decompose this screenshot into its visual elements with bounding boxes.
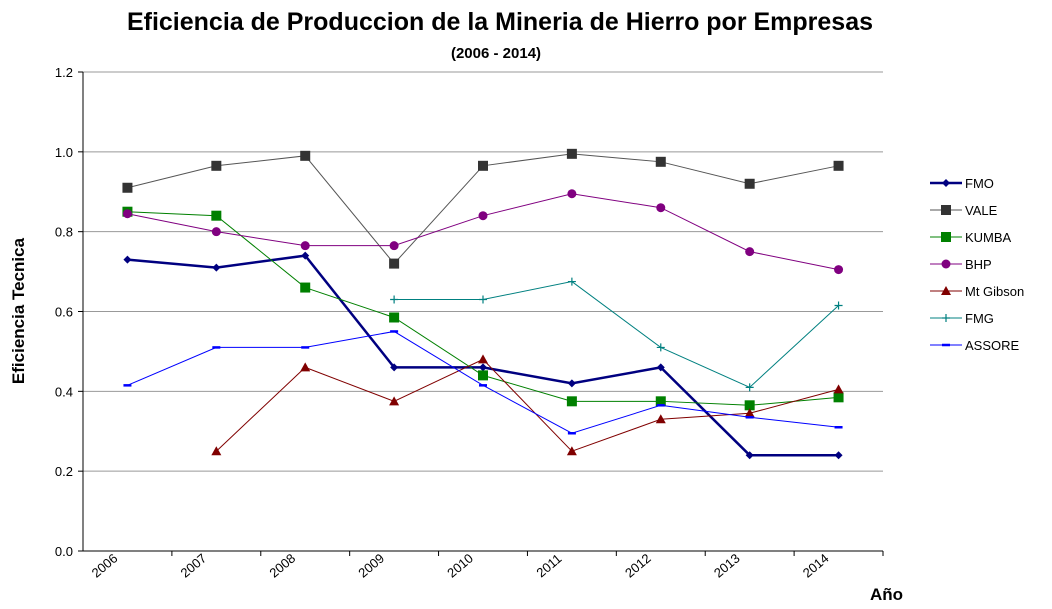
chart-subtitle: (2006 - 2014)	[451, 45, 541, 62]
marker	[744, 400, 755, 411]
marker	[655, 396, 666, 407]
x-tick-label: 2007	[178, 551, 210, 581]
marker	[745, 383, 754, 392]
x-tick-label: 2008	[266, 551, 298, 581]
x-tick-label: 2009	[355, 551, 387, 581]
marker	[941, 259, 951, 269]
marker	[942, 314, 950, 322]
marker	[941, 205, 951, 215]
marker	[566, 446, 577, 456]
y-tick-label: 0.6	[55, 305, 73, 320]
y-tick-label: 1.0	[55, 145, 73, 160]
legend-label: KUMBA	[965, 230, 1012, 245]
marker	[122, 182, 133, 193]
marker	[478, 211, 488, 221]
y-tick-label: 0.0	[55, 544, 73, 559]
marker	[942, 179, 950, 187]
marker	[833, 384, 844, 394]
marker	[566, 148, 577, 159]
legend-label: VALE	[965, 203, 998, 218]
marker	[833, 392, 844, 403]
marker	[389, 396, 400, 406]
marker	[567, 189, 577, 199]
y-axis-label: Eficiencia Tecnica	[9, 237, 28, 384]
marker	[211, 227, 221, 237]
marker	[834, 301, 843, 310]
x-tick-label: 2010	[444, 551, 476, 581]
marker	[211, 160, 222, 171]
marker	[390, 295, 399, 304]
marker	[834, 265, 844, 275]
marker	[122, 209, 132, 219]
marker	[566, 396, 577, 407]
marker	[478, 160, 488, 171]
marker	[389, 312, 400, 323]
legend-label: FMG	[965, 311, 994, 326]
x-tick-label: 2011	[533, 551, 564, 580]
x-tick-label: 2006	[89, 551, 121, 581]
marker	[212, 263, 221, 272]
legend-label: ASSORE	[965, 338, 1020, 353]
y-tick-label: 0.4	[55, 384, 73, 399]
marker	[744, 408, 755, 418]
legend-label: Mt Gibson	[965, 284, 1024, 299]
marker	[941, 286, 951, 295]
marker	[389, 241, 399, 251]
marker	[655, 156, 666, 167]
marker	[744, 178, 755, 189]
x-tick-label: 2013	[711, 551, 743, 581]
y-tick-label: 0.8	[55, 225, 73, 240]
marker	[656, 343, 665, 352]
series-line	[394, 281, 839, 388]
marker	[300, 241, 310, 251]
y-tick-label: 1.2	[55, 65, 73, 80]
marker	[567, 379, 576, 388]
x-tick-label: 2012	[622, 551, 654, 581]
series-line	[127, 330, 839, 434]
marker	[745, 247, 755, 257]
marker	[389, 258, 400, 269]
marker	[833, 160, 844, 171]
marker	[479, 363, 487, 372]
y-tick-label: 0.2	[55, 464, 73, 479]
marker	[656, 203, 666, 213]
marker	[834, 451, 843, 460]
marker	[300, 282, 311, 293]
marker	[567, 277, 576, 286]
marker	[745, 451, 754, 460]
series-line	[215, 358, 839, 452]
marker	[655, 414, 666, 424]
x-tick-label: 2014	[800, 551, 832, 581]
marker	[941, 232, 951, 242]
marker	[656, 363, 665, 372]
chart-title: Eficiencia de Produccion de la Mineria d…	[127, 8, 873, 36]
marker	[301, 251, 310, 260]
marker	[390, 363, 399, 372]
marker	[211, 446, 222, 456]
marker	[479, 295, 487, 304]
marker	[478, 354, 488, 364]
marker	[123, 255, 132, 264]
marker	[211, 210, 222, 221]
legend-label: FMO	[965, 176, 994, 191]
marker	[300, 150, 311, 161]
marker	[478, 370, 488, 381]
x-axis-label: Año	[870, 585, 903, 604]
marker	[300, 362, 311, 372]
legend-label: BHP	[965, 257, 992, 272]
